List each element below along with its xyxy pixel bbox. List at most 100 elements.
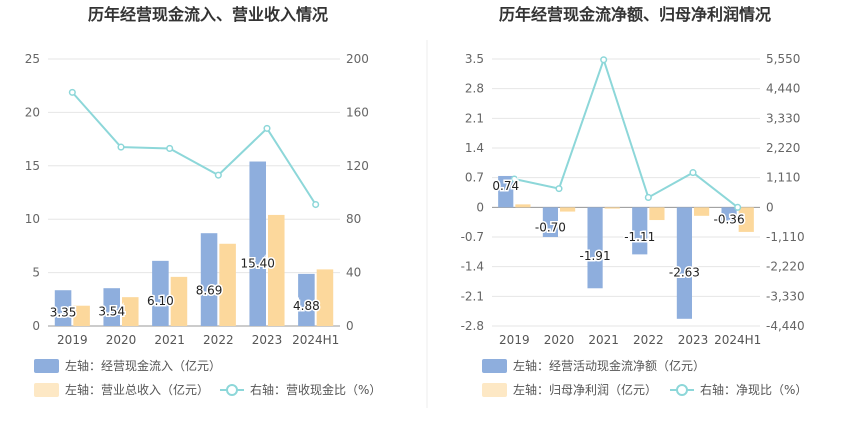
bar-series1-2024H1[interactable] — [721, 207, 737, 223]
bar-series2-2021[interactable] — [170, 276, 188, 326]
right-axis-tick: 80 — [346, 212, 361, 226]
left-axis-tick: 25 — [25, 52, 40, 66]
legend-marker-ratio — [676, 384, 688, 396]
right-axis-tick: 40 — [346, 266, 361, 280]
right-axis-tick: 5,550 — [766, 52, 800, 66]
ratio-point-2023[interactable] — [263, 124, 271, 132]
bar-series2-2019[interactable] — [515, 204, 531, 208]
x-tick-2023: 2023 — [678, 333, 709, 347]
data-label-2024H1: -0.36 — [714, 213, 745, 227]
x-tick-2021: 2021 — [154, 333, 185, 347]
right-axis-tick: 200 — [346, 52, 369, 66]
bar-series1-2024H1[interactable] — [298, 273, 315, 326]
left-axis-tick: 10 — [25, 212, 40, 226]
bar-series2-2022[interactable] — [219, 243, 236, 326]
bar-series1-2021[interactable] — [152, 260, 169, 326]
legend-swatch-cash-inflow — [34, 359, 59, 373]
x-tick-2021: 2021 — [588, 333, 619, 347]
legend-swatch-net-cash — [482, 359, 507, 373]
bar-series2-2020[interactable] — [122, 297, 139, 326]
ratio-point-2024H1[interactable] — [734, 203, 742, 211]
left-axis-tick: 5 — [32, 266, 40, 280]
cash-inflow-revenue-chart: 历年经营现金流入、营业收入情况 0 5 10 15 20 25 0 40 80 120 160 20… — [25, 5, 381, 397]
left-axis-tick: -1.4 — [461, 260, 484, 274]
data-label-2019: 3.35 — [50, 305, 77, 319]
right-axis-tick: 4,440 — [766, 82, 800, 96]
data-label-2020: -0.70 — [535, 221, 566, 235]
bar-series1-2021[interactable] — [587, 207, 603, 289]
data-label-2020: 3.54 — [98, 305, 125, 319]
bar-series2-2023[interactable] — [268, 214, 285, 326]
x-tick-2023: 2023 — [252, 333, 283, 347]
legend-label-net-cash[interactable]: 左轴：经营活动现金流净额（亿元） — [513, 358, 705, 373]
legend-swatch-net-profit — [482, 383, 507, 397]
legend-label-revenue[interactable]: 左轴：营业总收入（亿元） — [65, 382, 209, 397]
bar-series2-2022[interactable] — [649, 207, 665, 221]
left-axis-tick: -2.1 — [461, 289, 484, 303]
ratio-line — [71, 91, 317, 206]
data-label-2019: 0.74 — [492, 179, 519, 193]
right-axis-tick: 0 — [766, 200, 774, 214]
ratio-point-2020[interactable] — [117, 143, 125, 151]
bar-series2-2020[interactable] — [560, 207, 576, 212]
x-tick-2024H1: 2024H1 — [292, 333, 339, 347]
data-label-2022: -1.11 — [624, 230, 655, 244]
ratio-point-2022[interactable] — [214, 171, 222, 179]
data-label-2021: 6.10 — [147, 294, 174, 308]
bar-series1-2022[interactable] — [632, 207, 648, 255]
legend: 左轴：经营现金流入（亿元） 左轴：营业总收入（亿元） 右轴：营收现金比（%） — [34, 358, 381, 397]
bar-series1-2019[interactable] — [498, 175, 514, 208]
x-tick-2019: 2019 — [499, 333, 530, 347]
ratio-point-2024H1[interactable] — [312, 200, 320, 209]
legend-swatch-revenue — [34, 383, 59, 397]
right-axis-tick: -1,110 — [766, 230, 805, 244]
bar-series2-2024H1[interactable] — [738, 207, 754, 232]
x-tick-2022: 2022 — [633, 333, 664, 347]
net-cash-profit-chart: 历年经营现金流净额、归母净利润情况 -2.8-2.1-1.4-0.700.71.… — [461, 5, 807, 397]
ratio-point-2019[interactable] — [510, 175, 518, 183]
left-axis-tick: 20 — [25, 105, 40, 119]
bar-series1-2020[interactable] — [542, 207, 558, 237]
ratio-point-2019[interactable] — [68, 88, 76, 96]
data-label-2021: -1.91 — [580, 249, 611, 263]
right-axis-tick: 0 — [346, 319, 354, 333]
bar-series1-2020[interactable] — [103, 288, 120, 326]
ratio-point-2021[interactable] — [166, 144, 174, 152]
ratio-point-2022[interactable] — [644, 193, 652, 201]
left-axis-tick: 2.8 — [465, 82, 484, 96]
right-axis-tick: -4,440 — [766, 319, 805, 333]
bar-series1-2023[interactable] — [676, 207, 692, 319]
data-label-2024H1: 4.88 — [293, 299, 320, 313]
bar-series2-2024H1[interactable] — [316, 269, 334, 326]
bar-series1-2023[interactable] — [249, 161, 266, 326]
ratio-point-2021[interactable] — [600, 56, 608, 64]
legend-label-ratio[interactable]: 右轴：净现比（%） — [700, 382, 807, 397]
legend-label-cash-inflow[interactable]: 左轴：经营现金流入（亿元） — [65, 358, 221, 373]
left-axis-tick: 0 — [32, 319, 40, 333]
right-axis-tick: 120 — [346, 159, 369, 173]
bar-series2-2023[interactable] — [694, 207, 710, 216]
legend-marker-ratio — [226, 384, 238, 396]
bar-series2-2019[interactable] — [73, 305, 90, 326]
legend-label-ratio[interactable]: 右轴：营收现金比（%） — [250, 382, 381, 397]
ratio-point-2020[interactable] — [555, 185, 563, 193]
right-axis-tick: 160 — [346, 105, 369, 119]
left-axis-tick: 15 — [25, 159, 40, 173]
left-axis-tick: -2.8 — [461, 319, 484, 333]
left-axis-tick: 2.1 — [465, 111, 484, 125]
chart-title: 历年经营现金流入、营业收入情况 — [88, 5, 328, 24]
right-axis-tick: -3,330 — [766, 289, 805, 303]
ratio-line — [514, 56, 739, 209]
left-axis-tick: -0.7 — [461, 230, 484, 244]
bar-series2-2021[interactable] — [604, 207, 620, 209]
right-axis-tick: 1,110 — [766, 171, 800, 185]
bar-series1-2022[interactable] — [200, 233, 218, 326]
legend-label-net-profit[interactable]: 左轴：归母净利润（亿元） — [513, 382, 657, 397]
data-label-2022: 8.69 — [196, 284, 223, 298]
data-label-2023: 15.40 — [241, 257, 275, 271]
bar-series1-2019[interactable] — [54, 290, 72, 326]
ratio-point-2023[interactable] — [689, 169, 697, 177]
left-axis-tick: 1.4 — [465, 141, 484, 155]
data-label-2023: -2.63 — [669, 266, 700, 280]
